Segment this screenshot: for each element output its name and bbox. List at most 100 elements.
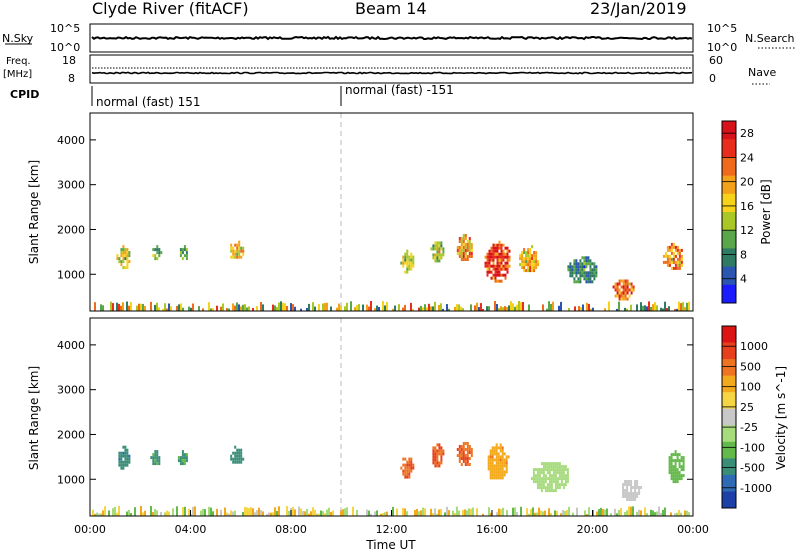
echo-gate (458, 445, 461, 448)
echo-gate (593, 274, 596, 278)
freq-trace (91, 71, 693, 75)
echo-gate (542, 511, 544, 516)
echo-gate (234, 255, 237, 259)
echo-region (612, 279, 635, 301)
echo-gate (499, 467, 502, 471)
echo-gate (579, 262, 582, 266)
echo-gate (432, 446, 435, 450)
echo-gate (438, 305, 440, 311)
x-tick-label: 16:00 (476, 523, 508, 536)
echo-region (179, 245, 188, 261)
echo-gate (618, 301, 620, 311)
echo-gate (104, 506, 106, 516)
echo-gate (276, 307, 278, 311)
echo-gate (406, 466, 409, 470)
colorbar-tick-label: 12 (740, 224, 754, 237)
echo-gate (506, 261, 509, 265)
echo-gate (499, 446, 502, 450)
echo-gate (680, 303, 682, 311)
echo-gate (626, 510, 628, 516)
echo-gate (678, 266, 681, 270)
echo-gate (668, 456, 671, 460)
echo-gate (672, 471, 675, 475)
echo-gate (158, 307, 160, 311)
echo-gate (573, 262, 576, 266)
echo-gate (118, 260, 121, 264)
echo-gate (322, 511, 324, 516)
echo-gate (434, 452, 437, 456)
colorbar-tick-label: -25 (740, 421, 758, 434)
echo-gate (566, 471, 569, 475)
echo-gate (502, 267, 505, 271)
echo-gate (460, 445, 463, 448)
echo-gate (530, 477, 533, 481)
echo-gate (210, 507, 212, 516)
echo-gate (94, 513, 96, 516)
echo-gate (500, 261, 503, 265)
echo-gate (668, 465, 671, 469)
echo-gate (529, 266, 532, 270)
echo-gate (402, 469, 405, 473)
echo-gate (616, 513, 618, 516)
echo-gate (620, 297, 623, 301)
echo-gate (626, 308, 628, 311)
echo-gate (394, 305, 396, 311)
echo-gate (274, 305, 276, 311)
echo-gate (536, 471, 539, 475)
echo-gate (494, 252, 497, 256)
echo-gate (464, 234, 467, 237)
echo-gate (502, 249, 505, 253)
echo-gate (646, 513, 648, 516)
echo-gate (458, 460, 461, 463)
echo-gate (542, 477, 545, 481)
echo-gate (404, 255, 407, 259)
echo-gate (384, 305, 386, 311)
echo-gate (536, 486, 539, 490)
echo-gate (664, 254, 667, 258)
echo-gate (537, 263, 540, 267)
echo-gate (495, 476, 498, 480)
echo-gate (168, 303, 170, 311)
echo-gate (236, 246, 239, 250)
echo-gate (562, 468, 565, 472)
echo-gate (630, 506, 632, 516)
echo-gate (234, 454, 237, 458)
echo-gate (470, 249, 473, 252)
echo-gate (234, 510, 236, 516)
echo-gate (496, 252, 499, 256)
echo-gate (238, 457, 241, 461)
echo-gate (682, 462, 685, 466)
echo-gate (462, 252, 465, 255)
echo-gate (354, 307, 356, 311)
echo-gate (499, 461, 502, 465)
echo-gate (583, 262, 586, 266)
echo-gate (662, 260, 665, 264)
echo-gate (464, 258, 467, 261)
echo-gate (672, 477, 675, 481)
echo-gate (566, 510, 568, 516)
echo-gate (501, 452, 504, 456)
echo-gate (496, 270, 499, 274)
echo-gate (156, 459, 159, 463)
y-tick-label: 2000 (57, 223, 85, 236)
echo-gate (491, 476, 494, 480)
echo-gate (326, 509, 328, 516)
echo-gate (678, 301, 680, 311)
echo-gate (384, 512, 386, 516)
echo-gate (670, 474, 673, 478)
echo-gate (488, 249, 491, 253)
echo-gate (505, 461, 508, 465)
echo-gate (158, 456, 161, 460)
echo-gate (468, 249, 471, 252)
echo-gate (573, 271, 576, 275)
echo-gate (404, 466, 407, 470)
echo-gate (498, 240, 501, 244)
colorbar-tick-label: -100 (740, 441, 765, 454)
echo-gate (544, 474, 547, 478)
echo-gate (236, 454, 239, 458)
echo-gate (636, 492, 639, 495)
echo-gate (434, 247, 437, 251)
echo-gate (438, 509, 440, 516)
